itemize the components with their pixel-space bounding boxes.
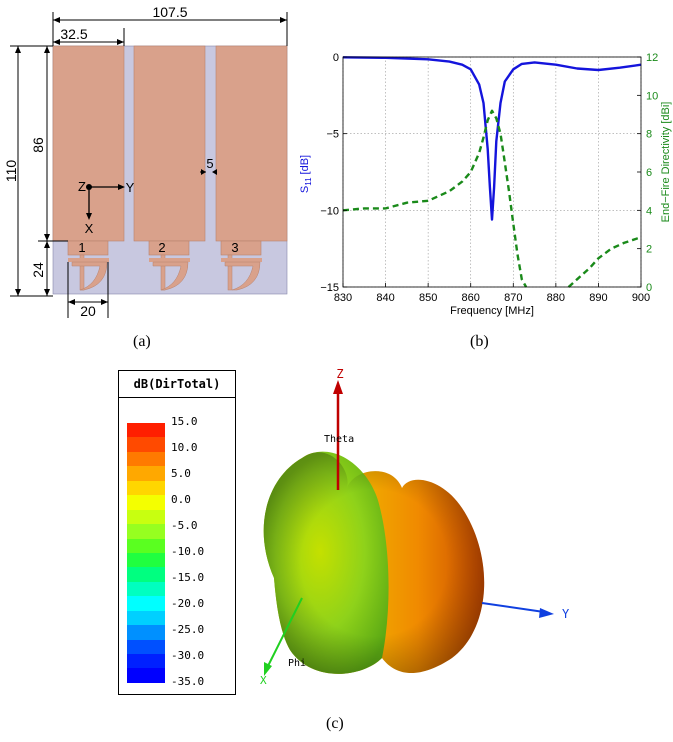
x-tick-label-3: 860 — [462, 292, 480, 304]
y-axis-line — [481, 602, 545, 613]
port-2-label: 2 — [158, 240, 165, 255]
y-right-tick-label-0: 0 — [646, 282, 652, 294]
directivity-legend: dB(DirTotal) 15.0 10.0 5.0 0.0 -5.0 -10.0 -15.… — [118, 370, 236, 695]
series-line-2 — [567, 236, 642, 288]
chart-xlabel: Frequency [MHz] — [450, 305, 534, 317]
legend-swatch — [127, 639, 165, 654]
y-axis-label: Y — [562, 607, 570, 621]
radiation-pattern-3d: Z Theta Y X Phi — [260, 367, 570, 687]
port-3-label: 3 — [231, 240, 238, 255]
dim-patch-height: 86 — [30, 137, 46, 153]
legend-value-label: -5.0 — [171, 519, 198, 532]
x-tick-label-2: 850 — [419, 292, 437, 304]
dimension-arrows — [15, 17, 287, 305]
feed-2 — [148, 240, 190, 291]
x-axis-line — [267, 597, 303, 667]
chart-ylabel-left-unit: [dB] — [299, 155, 311, 175]
z-axis-arrow-icon — [333, 380, 343, 394]
y-left-tick-label-2: −10 — [320, 205, 339, 217]
legend-title-divider — [119, 397, 235, 398]
legend-value-label: 15.0 — [171, 415, 198, 428]
y-axis-arrow-icon — [539, 608, 554, 618]
legend-swatch — [127, 596, 165, 611]
legend-swatch — [127, 437, 165, 452]
dim-total-width: 107.5 — [152, 4, 187, 20]
port-1-label: 1 — [78, 240, 85, 255]
y-left-tick-label-3: −15 — [320, 282, 339, 294]
legend-value-label: -10.0 — [171, 545, 205, 558]
chart-ylabel-left-main: S — [299, 186, 311, 193]
legend-swatch — [127, 654, 165, 669]
legend-swatch — [127, 509, 165, 525]
legend-swatch — [127, 466, 165, 481]
chart-ylabel-left: S11 [dB] — [299, 155, 313, 193]
x-tick-label-4: 870 — [504, 292, 522, 304]
pattern-surface — [263, 451, 485, 674]
legend-swatch — [127, 567, 165, 582]
legend-labels: 15.0 10.0 5.0 0.0 -5.0 -10.0 -15.0 -20.0 -25.0 -3… — [171, 371, 231, 694]
dim-feed-width: 20 — [80, 303, 96, 319]
patch-3 — [215, 45, 288, 242]
axis-y-label: Y — [126, 180, 135, 195]
legend-swatch — [127, 625, 165, 640]
patch-2 — [133, 45, 206, 242]
caption-b: (b) — [470, 333, 489, 350]
x-axis-arrow-icon — [264, 662, 272, 676]
legend-swatch — [127, 495, 165, 510]
legend-swatch — [127, 451, 165, 467]
y-right-tick-label-6: 12 — [646, 52, 658, 64]
x-tick-label-0: 830 — [334, 292, 352, 304]
legend-value-label: 0.0 — [171, 493, 191, 506]
legend-value-label: -15.0 — [171, 571, 205, 584]
legend-swatch — [127, 524, 165, 539]
legend-swatch — [127, 581, 165, 597]
y-right-tick-label-2: 4 — [646, 205, 652, 217]
x-axis-label: X — [260, 674, 267, 687]
legend-value-label: -25.0 — [171, 623, 205, 636]
dim-total-height: 110 — [3, 160, 19, 183]
legend-swatch — [127, 552, 165, 568]
phi-label: Phi — [288, 658, 306, 669]
legend-value-label: -30.0 — [171, 649, 205, 662]
series-line-0 — [342, 56, 642, 221]
chart-ylabel-left-sub: 11 — [304, 177, 313, 186]
y-right-tick-label-1: 2 — [646, 244, 652, 256]
z-axis-label: Z — [336, 367, 343, 381]
antenna-layout-diagram: 1 2 3 107.5 32.5 110 86 2 — [3, 4, 288, 319]
legend-value-label: -35.0 — [171, 675, 205, 688]
dim-offset-width: 32.5 — [60, 26, 87, 42]
chart-ylabel-right: End−Fire Directivity [dBi] — [660, 102, 672, 223]
legend-swatch — [127, 610, 165, 626]
legend-swatch — [127, 423, 165, 438]
legend-value-label: -20.0 — [171, 597, 205, 610]
y-left-tick-label-0: 0 — [333, 52, 339, 64]
legend-swatch — [127, 668, 165, 683]
y-right-tick-label-4: 8 — [646, 129, 652, 141]
coordinate-axes — [86, 184, 125, 220]
y-left-tick-label-1: −5 — [326, 129, 339, 141]
theta-label: Theta — [324, 434, 354, 445]
y-right-tick-label-3: 6 — [646, 167, 652, 179]
legend-swatch — [127, 480, 165, 496]
feed-1 — [67, 240, 109, 291]
x-tick-label-6: 890 — [589, 292, 607, 304]
axis-z-label: Z — [78, 179, 86, 194]
legend-color-bar — [127, 423, 165, 683]
legend-value-label: 5.0 — [171, 467, 191, 480]
caption-a: (a) — [133, 333, 151, 350]
series-line-1 — [342, 109, 528, 288]
x-tick-label-7: 900 — [632, 292, 650, 304]
legend-title: dB(DirTotal) — [133, 377, 221, 391]
axis-x-label: X — [85, 221, 94, 236]
caption-c: (c) — [326, 715, 344, 732]
dim-feed-height: 24 — [30, 262, 46, 278]
x-tick-label-1: 840 — [376, 292, 394, 304]
x-tick-label-5: 880 — [547, 292, 565, 304]
legend-value-label: 10.0 — [171, 441, 198, 454]
legend-swatch — [127, 538, 165, 553]
dim-gap: 5 — [206, 156, 213, 171]
feed-3 — [220, 240, 262, 291]
y-right-tick-label-5: 10 — [646, 90, 658, 102]
